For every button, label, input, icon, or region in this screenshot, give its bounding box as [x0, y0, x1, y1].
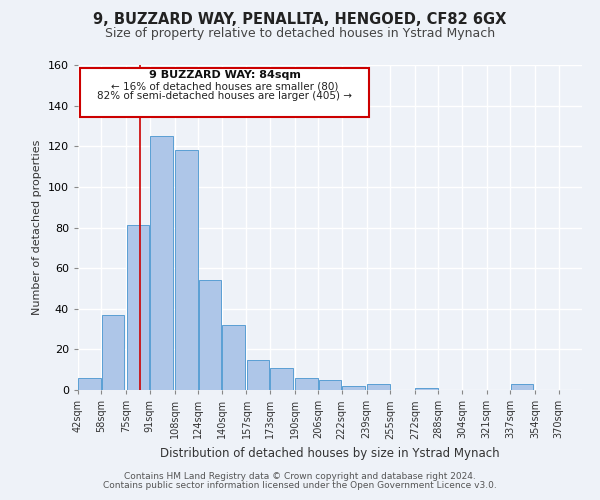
Bar [511, 384, 533, 390]
Bar [102, 315, 124, 390]
Bar [247, 360, 269, 390]
Bar [79, 378, 101, 390]
Bar [175, 150, 198, 390]
Bar [150, 136, 173, 390]
Bar [319, 380, 341, 390]
Text: 9, BUZZARD WAY, PENALLTA, HENGOED, CF82 6GX: 9, BUZZARD WAY, PENALLTA, HENGOED, CF82 … [94, 12, 506, 28]
Text: 82% of semi-detached houses are larger (405) →: 82% of semi-detached houses are larger (… [97, 92, 352, 102]
Text: ← 16% of detached houses are smaller (80): ← 16% of detached houses are smaller (80… [111, 81, 338, 91]
X-axis label: Distribution of detached houses by size in Ystrad Mynach: Distribution of detached houses by size … [160, 447, 500, 460]
Bar [342, 386, 365, 390]
Bar [271, 368, 293, 390]
Text: Size of property relative to detached houses in Ystrad Mynach: Size of property relative to detached ho… [105, 28, 495, 40]
Bar [222, 325, 245, 390]
Text: Contains public sector information licensed under the Open Government Licence v3: Contains public sector information licen… [103, 481, 497, 490]
FancyBboxPatch shape [80, 68, 369, 117]
Bar [127, 226, 149, 390]
Bar [415, 388, 438, 390]
Y-axis label: Number of detached properties: Number of detached properties [32, 140, 42, 315]
Bar [367, 384, 389, 390]
Text: 9 BUZZARD WAY: 84sqm: 9 BUZZARD WAY: 84sqm [149, 70, 301, 80]
Text: Contains HM Land Registry data © Crown copyright and database right 2024.: Contains HM Land Registry data © Crown c… [124, 472, 476, 481]
Bar [199, 280, 221, 390]
Bar [295, 378, 318, 390]
